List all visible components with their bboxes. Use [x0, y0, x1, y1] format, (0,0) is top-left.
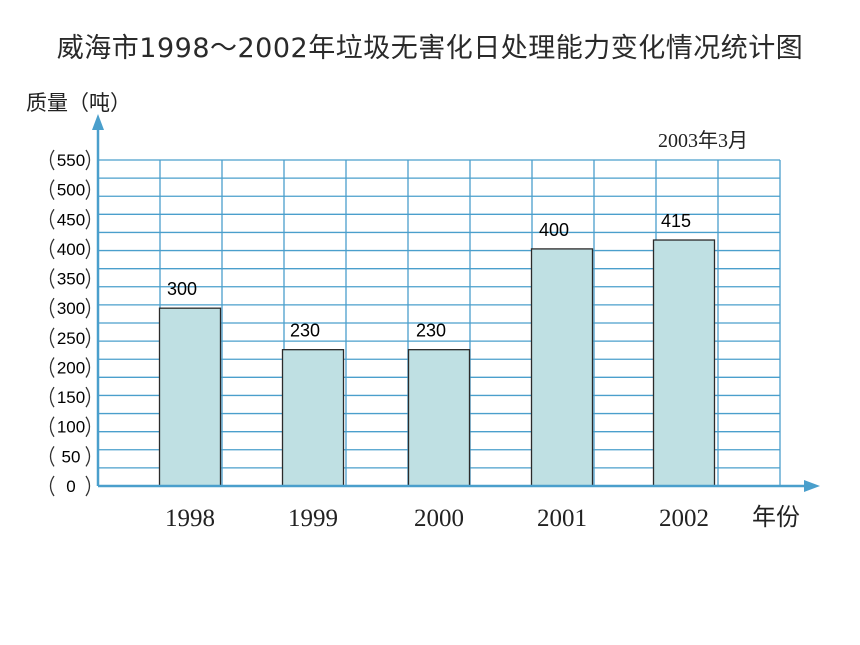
y-tick-label: 50 [62, 447, 81, 466]
x-tick-label: 1999 [288, 505, 338, 532]
y-tick-paren-right [85, 475, 91, 497]
y-tick-paren-right [85, 357, 91, 378]
value-label: 415 [661, 211, 691, 231]
y-tick-paren-right [85, 416, 91, 438]
value-label: 400 [539, 220, 569, 240]
value-label: 230 [416, 321, 446, 341]
y-tick-paren-left [49, 268, 55, 289]
y-tick-label: 250 [57, 329, 85, 348]
y-axis-arrow [92, 114, 104, 130]
y-tick-paren-left [49, 327, 55, 349]
bar-1998 [158, 307, 222, 487]
x-tick-labels: 1998 1999 2000 2001 2002 [165, 505, 709, 532]
bar-2000 [407, 349, 471, 487]
y-tick-paren-left [49, 149, 55, 171]
y-tick-paren-left [49, 386, 55, 408]
bar-1999 [281, 349, 345, 487]
y-tick-label: 400 [57, 240, 85, 259]
y-tick-paren-right [85, 445, 91, 467]
y-tick-label: 200 [57, 358, 85, 377]
value-label: 300 [167, 279, 197, 299]
bars [158, 239, 716, 487]
y-tick-paren-right [85, 149, 91, 171]
y-tick-paren-left [49, 357, 55, 378]
y-tick-paren-right [85, 268, 91, 289]
bar-2001 [530, 248, 594, 487]
y-tick-label: 100 [57, 418, 85, 437]
y-tick-paren-left [49, 208, 55, 230]
y-tick-paren-left [49, 238, 55, 260]
y-axis-title: 质量（吨） [26, 91, 131, 115]
x-tick-label: 2001 [537, 505, 587, 532]
x-tick-label: 2000 [414, 505, 464, 532]
chart-title: 威海市1998～2002年垃圾无害化日处理能力变化情况统计图 [56, 33, 804, 64]
y-tick-paren-right [85, 297, 91, 319]
y-tick-paren-left [49, 297, 55, 319]
axes [92, 114, 820, 492]
bar-2002 [652, 239, 716, 487]
y-tick-paren-right [85, 208, 91, 230]
x-tick-label: 1998 [165, 505, 215, 532]
y-tick-paren-right [85, 386, 91, 408]
y-tick-label: 300 [57, 299, 85, 318]
y-tick-label: 350 [57, 270, 85, 289]
y-tick-label: 550 [57, 151, 85, 170]
y-tick-label: 150 [57, 388, 85, 407]
y-tick-paren-left [49, 179, 55, 201]
value-label: 230 [290, 321, 320, 341]
x-tick-label: 2002 [659, 505, 709, 532]
y-tick-paren-right [85, 327, 91, 349]
date-annotation: 2003年3月 [658, 129, 748, 152]
y-tick-paren-left [49, 416, 55, 438]
y-tick-label: 0 [66, 477, 75, 496]
y-tick-paren-right [85, 179, 91, 201]
x-axis-arrow [804, 480, 820, 492]
value-labels: 300 230 230 400 415 [167, 211, 691, 341]
y-tick-label: 450 [57, 210, 85, 229]
y-tick-paren-left [49, 445, 55, 467]
y-tick-paren-right [85, 238, 91, 260]
x-axis-title: 年份 [752, 503, 800, 531]
y-tick-label: 500 [57, 181, 85, 200]
y-tick-labels: 0 50 100 150 200 250 300 350 400 450 500 550 [49, 149, 91, 497]
y-tick-paren-left [49, 475, 55, 497]
